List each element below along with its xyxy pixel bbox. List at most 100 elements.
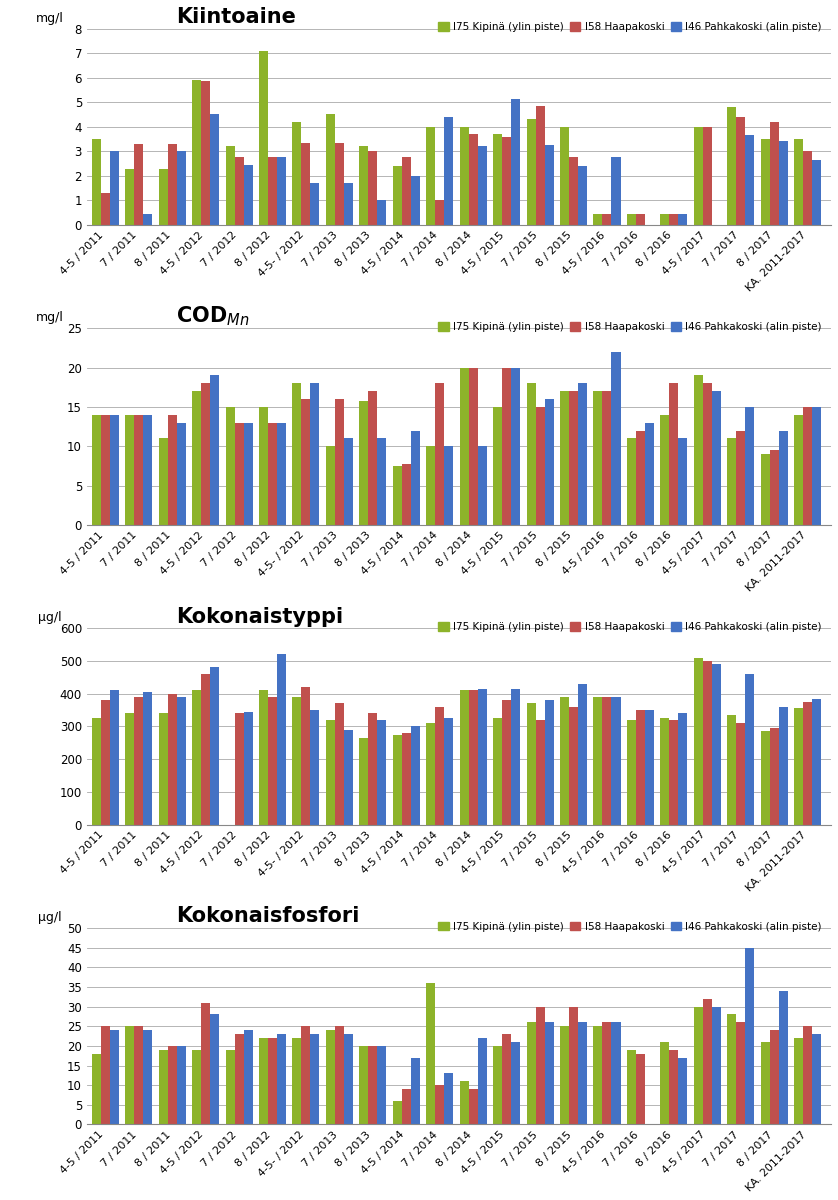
Bar xyxy=(210,114,220,226)
Bar xyxy=(603,214,612,226)
Bar xyxy=(745,136,754,226)
Bar xyxy=(694,658,703,824)
Bar xyxy=(158,438,168,524)
Bar xyxy=(143,214,153,226)
Bar xyxy=(427,446,435,524)
Bar xyxy=(761,1042,769,1124)
Bar xyxy=(335,1026,344,1124)
Bar xyxy=(645,710,654,824)
Bar xyxy=(478,146,487,226)
Bar xyxy=(761,139,769,226)
Bar xyxy=(593,1026,603,1124)
Bar xyxy=(360,738,369,824)
Bar xyxy=(427,724,435,824)
Bar xyxy=(310,710,319,824)
Bar xyxy=(344,438,353,524)
Bar xyxy=(393,734,401,824)
Bar xyxy=(636,431,645,524)
Bar xyxy=(326,720,335,824)
Bar xyxy=(201,82,210,226)
Text: Kokonaistyppi: Kokonaistyppi xyxy=(176,606,344,626)
Bar xyxy=(670,720,679,824)
Bar xyxy=(244,164,252,226)
Bar xyxy=(210,667,220,824)
Bar xyxy=(101,193,110,226)
Bar xyxy=(737,1022,745,1124)
Bar xyxy=(444,446,453,524)
Bar xyxy=(326,114,335,226)
Bar xyxy=(326,1030,335,1124)
Bar xyxy=(393,166,401,226)
Bar xyxy=(535,407,545,524)
Bar xyxy=(535,1007,545,1124)
Y-axis label: mg/l: mg/l xyxy=(36,311,64,324)
Bar xyxy=(259,50,268,226)
Bar xyxy=(803,407,812,524)
Bar xyxy=(493,134,502,226)
Bar xyxy=(526,703,535,824)
Bar xyxy=(235,157,244,226)
Bar xyxy=(703,127,711,226)
Bar xyxy=(201,383,210,524)
Bar xyxy=(511,367,520,524)
Bar xyxy=(703,383,711,524)
Bar xyxy=(803,702,812,824)
Bar xyxy=(468,690,478,824)
Bar xyxy=(393,1100,401,1124)
Bar xyxy=(459,127,468,226)
Bar xyxy=(277,654,286,824)
Bar xyxy=(812,698,821,824)
Bar xyxy=(326,446,335,524)
Bar xyxy=(377,438,386,524)
Bar xyxy=(703,661,711,824)
Bar xyxy=(177,151,186,226)
Bar xyxy=(360,401,369,524)
Bar xyxy=(435,1085,444,1124)
Bar xyxy=(612,1022,620,1124)
Bar xyxy=(444,116,453,226)
Bar xyxy=(761,454,769,524)
Bar xyxy=(225,1050,235,1124)
Text: Kokonaisfosfori: Kokonaisfosfori xyxy=(176,906,360,926)
Bar xyxy=(578,684,587,824)
Bar xyxy=(645,422,654,524)
Bar xyxy=(310,1034,319,1124)
Bar xyxy=(192,1050,201,1124)
Bar xyxy=(277,1034,286,1124)
Bar xyxy=(401,463,411,524)
Bar xyxy=(745,407,754,524)
Bar xyxy=(569,1007,578,1124)
Bar xyxy=(511,1042,520,1124)
Bar xyxy=(745,674,754,824)
Bar xyxy=(91,415,101,524)
Bar xyxy=(670,1050,679,1124)
Bar xyxy=(703,998,711,1124)
Bar xyxy=(593,391,603,524)
Bar xyxy=(545,1022,554,1124)
Bar xyxy=(377,1046,386,1124)
Bar xyxy=(679,1057,687,1124)
Bar xyxy=(511,98,520,226)
Bar xyxy=(603,697,612,824)
Bar xyxy=(711,664,721,824)
Bar xyxy=(535,106,545,226)
Bar xyxy=(344,1034,353,1124)
Bar xyxy=(569,391,578,524)
Bar xyxy=(134,697,143,824)
Bar xyxy=(369,713,377,824)
Bar xyxy=(134,144,143,226)
Bar xyxy=(292,697,302,824)
Bar xyxy=(110,1030,119,1124)
Bar xyxy=(769,728,779,824)
Bar xyxy=(794,415,803,524)
Bar xyxy=(225,146,235,226)
Bar xyxy=(803,151,812,226)
Bar xyxy=(794,1038,803,1124)
Bar xyxy=(335,400,344,524)
Bar xyxy=(727,438,737,524)
Bar xyxy=(545,700,554,824)
Bar xyxy=(660,719,670,824)
Bar xyxy=(627,438,636,524)
Bar xyxy=(459,690,468,824)
Bar xyxy=(292,383,302,524)
